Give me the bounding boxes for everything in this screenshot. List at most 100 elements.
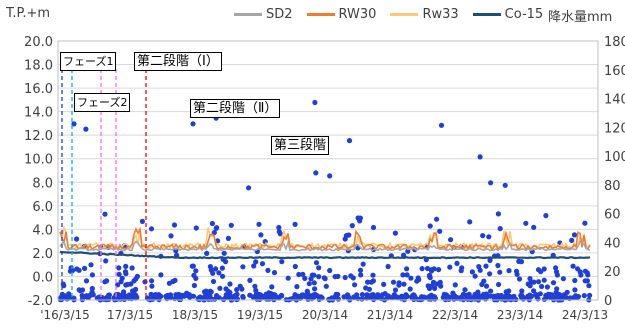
- precip-point: [518, 292, 525, 298]
- right-tick-label: 40: [604, 236, 621, 251]
- phase-label-4: 第二段階（Ⅱ）: [190, 99, 281, 118]
- precip-point: [322, 276, 328, 282]
- precip-point: [259, 261, 266, 267]
- left-tick-label: -2.0: [28, 294, 53, 309]
- precip-point: [223, 286, 229, 292]
- precip-point: [276, 295, 282, 301]
- precip-point: [193, 275, 199, 281]
- precip-point: [252, 283, 258, 289]
- precip-point: [430, 279, 437, 285]
- precip-point: [183, 292, 189, 299]
- precip-point: [247, 277, 253, 283]
- precipitation-series: [57, 99, 593, 303]
- precip-point: [217, 285, 223, 291]
- precip-point: [572, 277, 578, 284]
- precip-point: [292, 221, 298, 227]
- precip-point: [370, 224, 377, 231]
- precip-point: [487, 257, 493, 263]
- series-line-co-15: [59, 250, 591, 260]
- precip-point: [425, 283, 431, 289]
- precip-point: [550, 280, 557, 286]
- precip-point: [487, 271, 493, 277]
- precip-point: [221, 250, 227, 256]
- x-tick-label: '16/3/15: [40, 308, 90, 322]
- precip-point: [216, 270, 222, 276]
- precip-point: [359, 292, 365, 298]
- precip-point: [477, 294, 483, 301]
- precip-point: [365, 279, 371, 285]
- precip-point: [323, 283, 329, 289]
- precip-point: [531, 288, 537, 294]
- precip-point: [191, 282, 197, 289]
- precip-point: [404, 272, 410, 278]
- precip-point: [528, 279, 534, 285]
- legend-item-rw30: RW30: [306, 7, 376, 22]
- right-tick-label: 0: [604, 294, 612, 309]
- precip-point: [458, 268, 464, 274]
- precip-point: [204, 250, 210, 256]
- precip-point: [272, 292, 278, 298]
- precip-point: [211, 230, 217, 236]
- precip-point: [214, 225, 220, 231]
- precip-point: [234, 291, 240, 297]
- precip-point: [345, 294, 352, 300]
- precip-point: [276, 224, 282, 231]
- precip-point: [69, 268, 76, 274]
- precip-point: [352, 282, 358, 288]
- precip-point: [343, 233, 349, 239]
- precip-point: [554, 272, 561, 278]
- precip-point: [234, 287, 240, 293]
- precip-point: [285, 275, 291, 281]
- precip-point: [360, 261, 366, 267]
- x-tick-label: 20/3/14: [302, 308, 348, 322]
- precip-point: [311, 272, 317, 278]
- precip-point: [584, 270, 590, 276]
- precip-point: [296, 271, 302, 278]
- left-tick-label: 16.0: [24, 82, 53, 97]
- precip-point: [209, 220, 215, 227]
- precip-point: [349, 223, 355, 229]
- x-tick-label: 24/3/13: [562, 308, 608, 322]
- precip-point: [370, 272, 376, 278]
- precip-point: [477, 154, 483, 160]
- precip-point: [71, 121, 77, 127]
- precip-point: [380, 292, 386, 298]
- precip-point: [240, 264, 246, 270]
- precip-point: [544, 284, 551, 290]
- precip-point: [220, 273, 226, 279]
- precip-point: [253, 291, 259, 298]
- precip-point: [358, 272, 364, 278]
- x-tick-label: 19/3/15: [237, 308, 283, 322]
- precip-point: [172, 277, 178, 283]
- precip-point: [193, 268, 199, 274]
- precip-point: [482, 294, 488, 300]
- precip-point: [148, 291, 154, 297]
- precip-point: [446, 296, 452, 302]
- precip-point: [553, 265, 559, 271]
- precip-point: [186, 292, 193, 298]
- precip-point: [464, 293, 470, 299]
- precip-point: [247, 292, 253, 298]
- plot-frame: 20.0 18.0 16.0 14.0 12.0 10.0 8.0 6.0 4.0 2.0 0.0 -…: [24, 35, 625, 322]
- precip-point: [407, 286, 413, 292]
- precip-point: [432, 285, 438, 291]
- precip-point: [342, 274, 348, 281]
- left-tick-label: 10.0: [24, 153, 53, 168]
- line-series: [59, 225, 591, 260]
- precip-point: [483, 263, 489, 269]
- precip-point: [158, 272, 164, 278]
- precip-point: [541, 277, 547, 283]
- precip-point: [467, 219, 473, 225]
- precip-point: [447, 264, 453, 270]
- precip-point: [225, 292, 231, 298]
- precip-point: [89, 285, 95, 292]
- precip-point: [454, 260, 460, 266]
- left-tick-label: 12.0: [24, 129, 53, 144]
- right-tick-label: 180: [604, 35, 625, 50]
- phase-label-5: 第三段階: [271, 136, 330, 155]
- precip-point: [497, 226, 503, 232]
- precip-point: [256, 221, 262, 227]
- precip-point: [415, 296, 421, 302]
- precip-point: [271, 270, 278, 276]
